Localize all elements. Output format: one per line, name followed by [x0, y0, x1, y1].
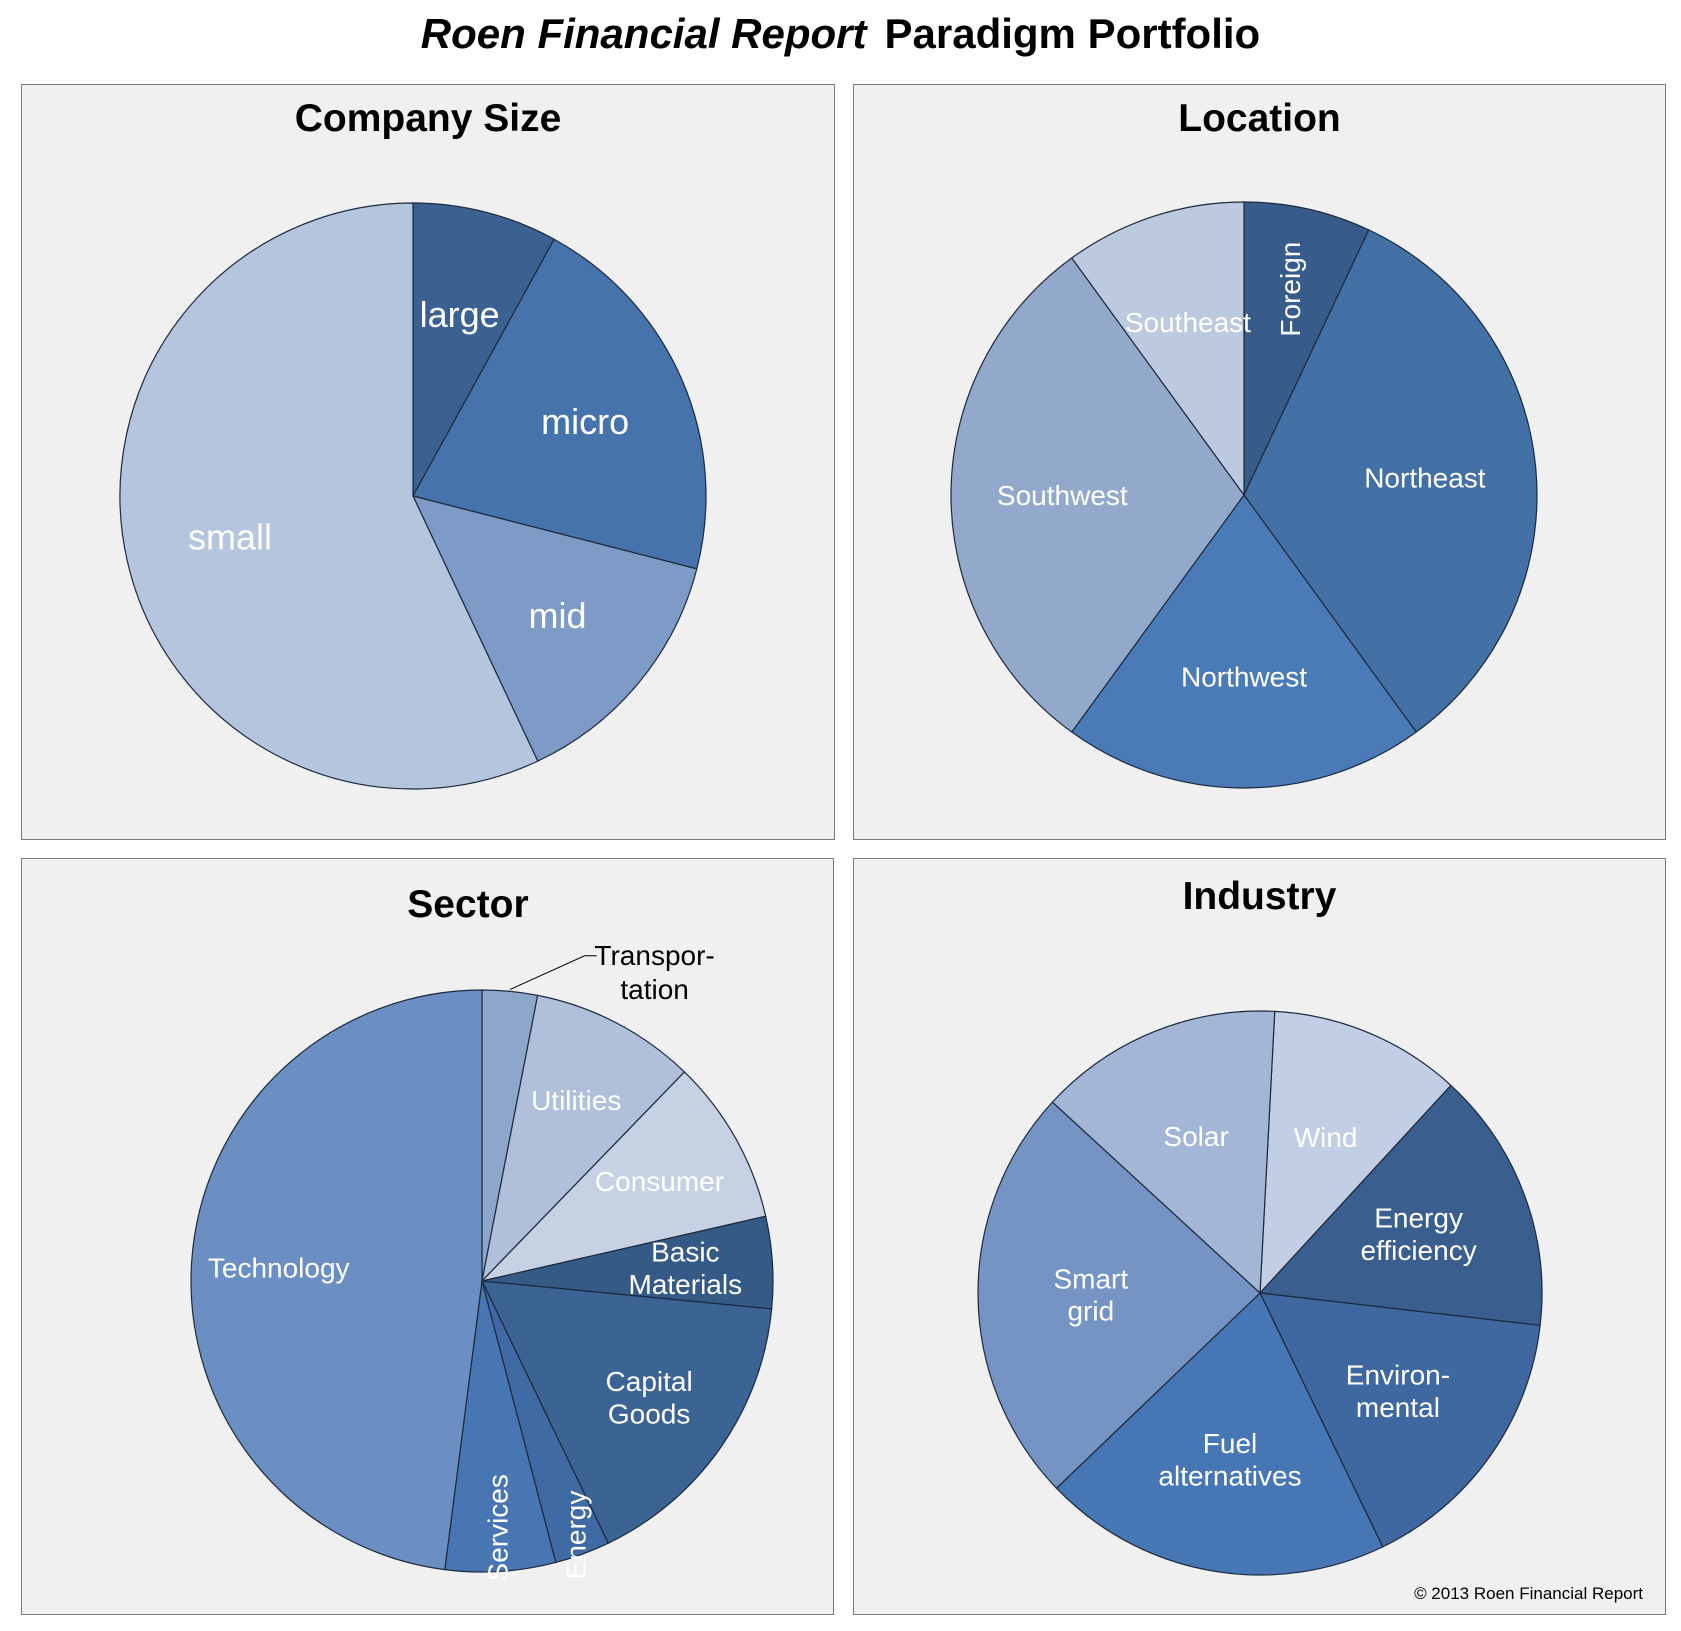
copyright-note: © 2013 Roen Financial Report: [1414, 1584, 1643, 1603]
company-size-slice-mid: [411, 495, 698, 762]
location-slice-northeast: [1243, 229, 1538, 733]
location-pie: Foreign Northeast Northwest Southwest Southe…: [950, 201, 1538, 789]
location-slice-southwest: [950, 257, 1245, 733]
company-size-label-micro: micro: [541, 401, 629, 442]
industry-slice-smart-grid: [977, 1101, 1261, 1490]
sector-slice-utilities: [481, 994, 686, 1283]
sector-slice-capital-goods: [480, 1280, 773, 1544]
industry-title: Industry: [1182, 875, 1337, 918]
sector-label-utilities: Utilities: [531, 1085, 621, 1116]
industry-slice-fuel-alternatives: [1055, 1291, 1384, 1576]
location-slice-southeast: [1070, 201, 1245, 497]
industry-label-solar: Solar: [1163, 1121, 1228, 1152]
sector-label-services: Services: [483, 1474, 514, 1581]
sector-pie: Transpor-tation Utilities Consumer Basic Mat…: [190, 940, 774, 1581]
industry-slice-solar: [1051, 1010, 1276, 1295]
industry-slice-wind: [1259, 1010, 1452, 1295]
company-size-panel: Company Size large micro mid small: [21, 84, 835, 840]
industry-label-energy-efficiency: Energy efficiency: [1360, 1203, 1476, 1266]
main-title-rest: Paradigm Portfolio: [884, 10, 1261, 57]
company-size-label-small: small: [188, 517, 272, 558]
industry-pie: Wind Energy efficiency Environ-mental Fuel al…: [977, 1010, 1543, 1576]
location-label-northeast: Northeast: [1364, 463, 1486, 494]
main-title: Roen Financial Report Paradigm Portfolio: [0, 10, 1681, 58]
location-label-southeast: Southeast: [1125, 307, 1251, 338]
company-size-slice-micro: [412, 238, 707, 570]
sector-label-technology: Technology: [208, 1253, 350, 1284]
location-label-southwest: Southwest: [997, 480, 1128, 511]
location-slice-northwest: [1070, 493, 1418, 789]
company-size-title: Company Size: [294, 97, 562, 140]
sector-label-basic-materials: Basic Materials: [629, 1237, 743, 1300]
sector-label-energy: Energy: [560, 1491, 591, 1580]
industry-label-fuel-alternatives: Fuel alternatives: [1158, 1428, 1301, 1491]
sector-label-capital-goods: Capital Goods: [606, 1366, 693, 1429]
company-size-pie: large micro mid small: [119, 202, 707, 790]
industry-label-wind: Wind: [1294, 1122, 1358, 1153]
company-size-label-mid: mid: [528, 595, 586, 636]
location-label-foreign: Foreign: [1275, 242, 1306, 337]
location-panel: Location Foreign Northeast Northwest Southw…: [853, 84, 1666, 840]
company-size-slice-small: [119, 202, 539, 790]
company-size-slice-large: [412, 202, 555, 497]
main-title-brand: Roen Financial Report: [420, 10, 867, 57]
sector-panel: Sector Transpor-tation Utilities Consumer B…: [21, 858, 834, 1615]
location-title: Location: [1178, 97, 1341, 140]
industry-slice-environ-mental: [1258, 1292, 1541, 1548]
sector-label-consumer: Consumer: [595, 1166, 724, 1197]
sector-label-transpor-tation: Transpor-tation: [594, 940, 714, 1005]
industry-label-environ-mental: Environ-mental: [1346, 1360, 1450, 1423]
sector-leader-line: [509, 955, 597, 990]
company-size-label-large: large: [420, 294, 500, 335]
industry-slice-energy-efficiency: [1258, 1084, 1543, 1327]
industry-label-smart-grid: Smart grid: [1053, 1264, 1128, 1327]
industry-panel: Industry Wind Energy efficiency Environ-men…: [853, 858, 1666, 1615]
location-slice-foreign: [1243, 201, 1370, 496]
sector-slice-consumer: [480, 1071, 767, 1283]
sector-slice-technology: [190, 989, 483, 1571]
location-label-northwest: Northwest: [1181, 662, 1307, 693]
sector-title: Sector: [407, 883, 529, 926]
